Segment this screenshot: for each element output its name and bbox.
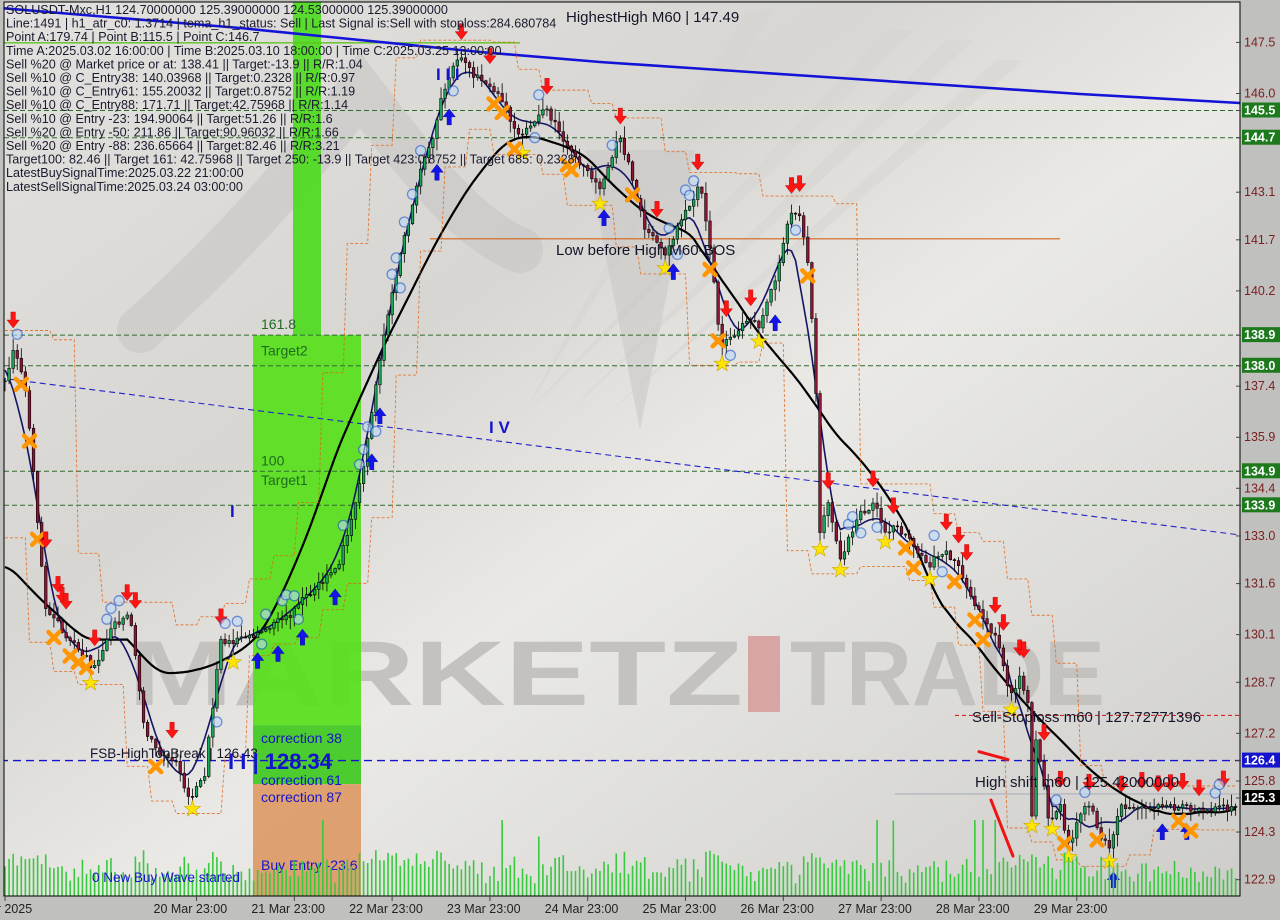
- svg-text:26 Mar 23:00: 26 Mar 23:00: [740, 902, 814, 916]
- svg-text:145.5: 145.5: [1244, 104, 1275, 118]
- svg-text:161.8: 161.8: [261, 316, 296, 332]
- svg-text:122.9: 122.9: [1244, 873, 1275, 887]
- svg-text:Sell %20 @ Market price or at:: Sell %20 @ Market price or at: 138.41 ||…: [6, 57, 363, 71]
- svg-text:126.4: 126.4: [1244, 754, 1275, 768]
- svg-text:22 Mar 23:00: 22 Mar 23:00: [349, 902, 423, 916]
- svg-text:133.0: 133.0: [1244, 529, 1275, 543]
- svg-text:24 Mar 23:00: 24 Mar 23:00: [545, 902, 619, 916]
- svg-text:Sell %10 @ C_Entry38: 140.0396: Sell %10 @ C_Entry38: 140.03968 || Targe…: [6, 71, 355, 85]
- svg-text:High shift m60 | 125.42000000: High shift m60 | 125.42000000: [975, 774, 1179, 791]
- svg-text:MARKETZ: MARKETZ: [128, 623, 743, 725]
- svg-text:Target2: Target2: [261, 342, 308, 358]
- svg-text:correction 38: correction 38: [261, 730, 342, 746]
- svg-text:143.1: 143.1: [1244, 185, 1275, 199]
- svg-text:Point A:179.74 | Point B:115.5: Point A:179.74 | Point B:115.5 | Point C…: [6, 30, 259, 44]
- svg-text:correction 61: correction 61: [261, 772, 342, 788]
- svg-text:Sell-Stoploss m60 | 127.727713: Sell-Stoploss m60 | 127.72771396: [972, 709, 1201, 726]
- svg-text:I: I: [230, 502, 235, 521]
- svg-text:0 New Buy Wave started: 0 New Buy Wave started: [92, 870, 240, 885]
- svg-text:correction 87: correction 87: [261, 789, 342, 805]
- svg-text:135.9: 135.9: [1244, 430, 1275, 444]
- svg-text:27 Mar 23:00: 27 Mar 23:00: [838, 902, 912, 916]
- svg-text:Sell %20 @ Entry -50: 211.86 |: Sell %20 @ Entry -50: 211.86 || Target:9…: [6, 125, 339, 139]
- svg-text:Sell %10 @ Entry -23: 194.9006: Sell %10 @ Entry -23: 194.90064 || Targe…: [6, 112, 333, 126]
- svg-text:21 Mar 23:00: 21 Mar 23:00: [251, 902, 325, 916]
- svg-text:127.2: 127.2: [1244, 726, 1275, 740]
- svg-text:Line:1491 | h1_atr_c0: 1.3714: Line:1491 | h1_atr_c0: 1.3714 | tema_h1_…: [6, 17, 556, 31]
- svg-text:131.6: 131.6: [1244, 577, 1275, 591]
- svg-text:146.0: 146.0: [1244, 86, 1275, 100]
- svg-text:LatestSellSignalTime:2025.03.2: LatestSellSignalTime:2025.03.24 03:00:00: [6, 180, 243, 194]
- svg-text:I I | 128.34: I I | 128.34: [228, 749, 333, 774]
- svg-text:138.9: 138.9: [1244, 328, 1275, 342]
- svg-text:133.9: 133.9: [1244, 498, 1275, 512]
- svg-text:HighestHigh M60 | 147.49: HighestHigh M60 | 147.49: [566, 9, 739, 26]
- svg-text:SOLUSDT-Mxc,H1 124.70000000 1: SOLUSDT-Mxc,H1 124.70000000 125.39000000…: [6, 3, 448, 17]
- svg-text:144.7: 144.7: [1244, 131, 1275, 145]
- svg-text:128.7: 128.7: [1244, 675, 1275, 689]
- svg-text:Sell %10 @ C_Entry61: 155.2003: Sell %10 @ C_Entry61: 155.20032 || Targe…: [6, 85, 355, 99]
- svg-text:Target100: 82.46 || Target 161: Target100: 82.46 || Target 161: 42.75968…: [6, 153, 575, 167]
- svg-text:141.7: 141.7: [1244, 233, 1275, 247]
- svg-text:147.5: 147.5: [1244, 35, 1275, 49]
- svg-text:28 Mar 23:00: 28 Mar 23:00: [936, 902, 1010, 916]
- svg-text:125.8: 125.8: [1244, 774, 1275, 788]
- svg-text:100: 100: [261, 452, 285, 468]
- svg-text:130.1: 130.1: [1244, 628, 1275, 642]
- svg-text:I I I: I I I: [436, 65, 460, 84]
- svg-text:Sell %20 @ Entry -88: 236.6566: Sell %20 @ Entry -88: 236.65664 || Targe…: [6, 139, 340, 153]
- svg-text:19 Mar 2025: 19 Mar 2025: [0, 902, 32, 916]
- svg-text:134.9: 134.9: [1244, 464, 1275, 478]
- svg-text:138.0: 138.0: [1244, 359, 1275, 373]
- svg-text:Sell %10 @ C_Entry88: 171.71 |: Sell %10 @ C_Entry88: 171.71 || Target:4…: [6, 98, 348, 112]
- svg-text:Time A:2025.03.02 16:00:00 | T: Time A:2025.03.02 16:00:00 | Time B:2025…: [6, 44, 501, 58]
- svg-text:137.4: 137.4: [1244, 379, 1275, 393]
- svg-text:20 Mar 23:00: 20 Mar 23:00: [154, 902, 228, 916]
- svg-text:I V: I V: [489, 418, 510, 437]
- svg-text:140.2: 140.2: [1244, 284, 1275, 298]
- svg-text:Low before High M60-BOS: Low before High M60-BOS: [556, 242, 735, 259]
- svg-text:25 Mar 23:00: 25 Mar 23:00: [643, 902, 717, 916]
- svg-text:LatestBuySignalTime:2025.03.22: LatestBuySignalTime:2025.03.22 21:00:00: [6, 166, 244, 180]
- svg-text:29 Mar 23:00: 29 Mar 23:00: [1034, 902, 1108, 916]
- svg-text:23 Mar 23:00: 23 Mar 23:00: [447, 902, 521, 916]
- svg-text:124.3: 124.3: [1244, 825, 1275, 839]
- svg-text:Target1: Target1: [261, 472, 308, 488]
- svg-text:125.3: 125.3: [1244, 791, 1275, 805]
- svg-text:134.4: 134.4: [1244, 481, 1275, 495]
